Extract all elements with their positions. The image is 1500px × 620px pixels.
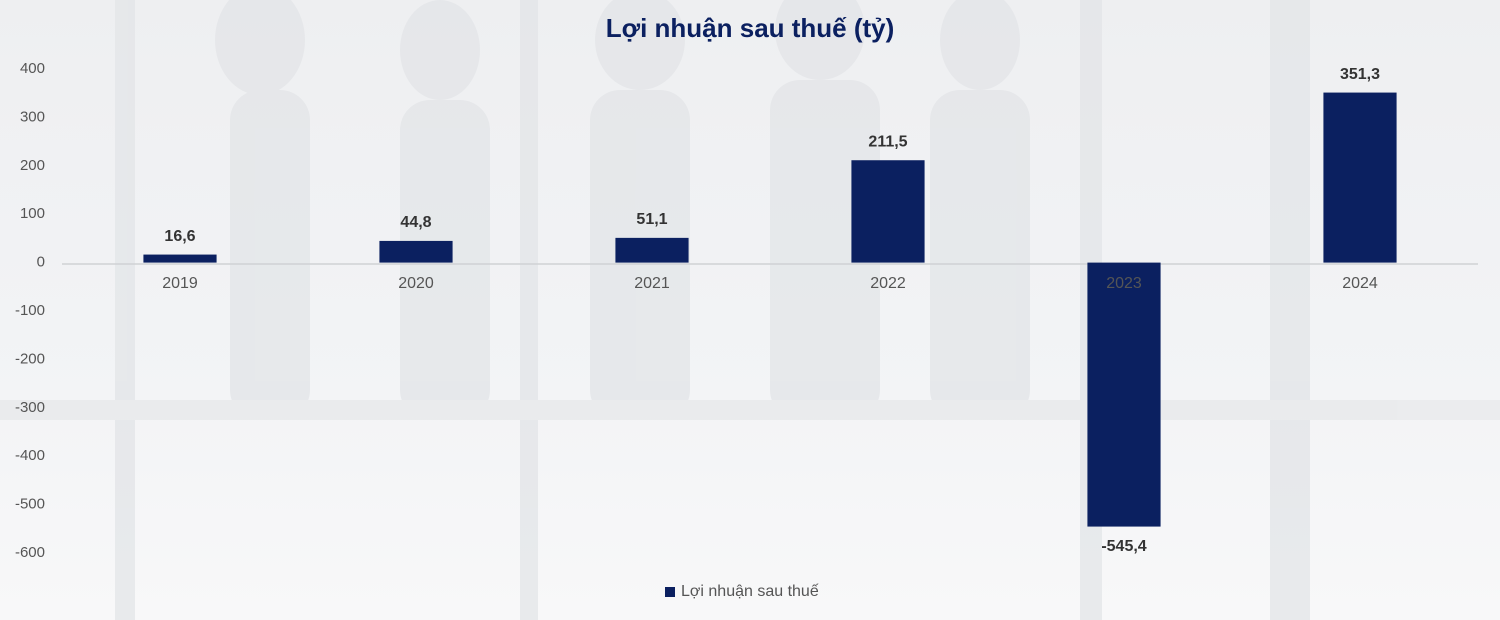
bar	[851, 160, 925, 263]
x-tick-label: 2024	[1342, 275, 1378, 292]
y-tick-label: 0	[37, 254, 45, 271]
y-tick-label: -600	[15, 544, 45, 561]
x-tick-label: 2020	[398, 275, 434, 292]
data-label: 351,3	[1340, 66, 1380, 83]
x-tick-label: 2021	[634, 275, 670, 292]
bar	[615, 237, 689, 263]
bar	[1323, 92, 1397, 263]
data-label: 51,1	[636, 211, 667, 228]
x-tick-label: 2019	[162, 275, 198, 292]
y-tick-label: -300	[15, 399, 45, 416]
data-label: 16,6	[164, 228, 195, 245]
x-tick-label: 2023	[1106, 275, 1142, 292]
y-tick-label: 300	[20, 108, 45, 125]
y-tick-label: -200	[15, 350, 45, 367]
bar	[379, 240, 453, 263]
chart-title: Lợi nhuận sau thuế (tỷ)	[606, 13, 895, 43]
y-tick-label: -100	[15, 302, 45, 319]
bar	[143, 254, 217, 263]
legend-swatch	[665, 587, 675, 597]
x-tick-label: 2022	[870, 275, 906, 292]
legend-label: Lợi nhuận sau thuế	[681, 583, 819, 600]
data-label: 44,8	[400, 214, 431, 231]
y-tick-label: 400	[20, 60, 45, 77]
y-tick-label: 200	[20, 157, 45, 174]
bar	[1087, 262, 1161, 527]
y-tick-label: -400	[15, 447, 45, 464]
data-label: -545,4	[1101, 538, 1146, 555]
data-label: 211,5	[868, 133, 907, 150]
y-tick-label: 100	[20, 205, 45, 222]
y-tick-label: -500	[15, 496, 45, 513]
